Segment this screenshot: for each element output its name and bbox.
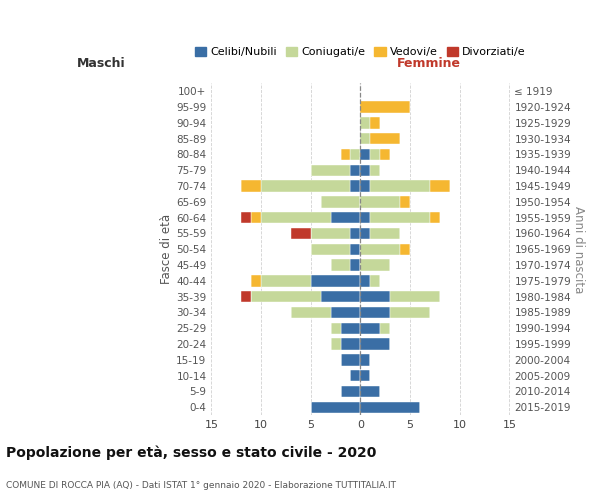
Bar <box>350 180 361 192</box>
Bar <box>341 322 361 334</box>
Bar <box>361 354 370 366</box>
Bar <box>361 196 400 207</box>
Bar <box>370 180 430 192</box>
Bar <box>361 338 390 349</box>
Bar <box>361 228 370 239</box>
Bar <box>350 228 361 239</box>
Bar <box>350 260 361 270</box>
Bar <box>331 260 350 270</box>
Bar <box>361 260 390 270</box>
Y-axis label: Anni di nascita: Anni di nascita <box>572 206 585 293</box>
Bar <box>320 196 361 207</box>
Bar <box>361 291 390 302</box>
Bar <box>370 149 380 160</box>
Bar <box>361 244 400 255</box>
Bar <box>430 180 450 192</box>
Bar <box>370 117 380 128</box>
Bar <box>341 386 361 397</box>
Bar <box>341 354 361 366</box>
Bar <box>331 212 361 224</box>
Text: Maschi: Maschi <box>77 57 125 70</box>
Bar <box>350 149 361 160</box>
Bar <box>361 402 420 413</box>
Bar <box>370 275 380 286</box>
Bar <box>361 275 370 286</box>
Bar <box>370 164 380 176</box>
Bar <box>291 228 311 239</box>
Bar <box>350 370 361 382</box>
Bar <box>311 244 350 255</box>
Bar <box>361 212 370 224</box>
Legend: Celibi/Nubili, Coniugati/e, Vedovi/e, Divorziati/e: Celibi/Nubili, Coniugati/e, Vedovi/e, Di… <box>190 42 530 62</box>
Bar <box>251 275 261 286</box>
Bar <box>241 180 261 192</box>
Bar <box>241 212 251 224</box>
Bar <box>361 322 380 334</box>
Bar <box>341 149 350 160</box>
Bar <box>350 164 361 176</box>
Bar <box>361 307 390 318</box>
Bar <box>370 133 400 144</box>
Bar <box>361 386 380 397</box>
Bar <box>430 212 440 224</box>
Bar <box>241 291 251 302</box>
Bar <box>370 212 430 224</box>
Bar <box>361 370 370 382</box>
Bar <box>320 291 361 302</box>
Bar <box>361 149 370 160</box>
Bar <box>361 164 370 176</box>
Bar <box>261 180 350 192</box>
Bar <box>311 402 361 413</box>
Bar <box>370 228 400 239</box>
Bar <box>251 291 320 302</box>
Bar <box>361 102 410 112</box>
Text: Femmine: Femmine <box>397 57 461 70</box>
Bar <box>361 180 370 192</box>
Bar <box>311 275 361 286</box>
Bar <box>291 307 331 318</box>
Bar <box>311 164 350 176</box>
Bar <box>400 196 410 207</box>
Bar <box>331 322 341 334</box>
Bar <box>380 322 390 334</box>
Bar <box>400 244 410 255</box>
Bar <box>390 291 440 302</box>
Bar <box>331 307 361 318</box>
Text: Popolazione per età, sesso e stato civile - 2020: Popolazione per età, sesso e stato civil… <box>6 446 376 460</box>
Bar <box>311 228 350 239</box>
Bar <box>331 338 341 349</box>
Bar <box>361 117 370 128</box>
Bar <box>341 338 361 349</box>
Bar <box>390 307 430 318</box>
Bar <box>261 212 331 224</box>
Bar <box>350 244 361 255</box>
Bar <box>251 212 261 224</box>
Text: COMUNE DI ROCCA PIA (AQ) - Dati ISTAT 1° gennaio 2020 - Elaborazione TUTTITALIA.: COMUNE DI ROCCA PIA (AQ) - Dati ISTAT 1°… <box>6 480 396 490</box>
Bar <box>380 149 390 160</box>
Bar <box>261 275 311 286</box>
Y-axis label: Fasce di età: Fasce di età <box>160 214 173 284</box>
Bar <box>361 133 370 144</box>
